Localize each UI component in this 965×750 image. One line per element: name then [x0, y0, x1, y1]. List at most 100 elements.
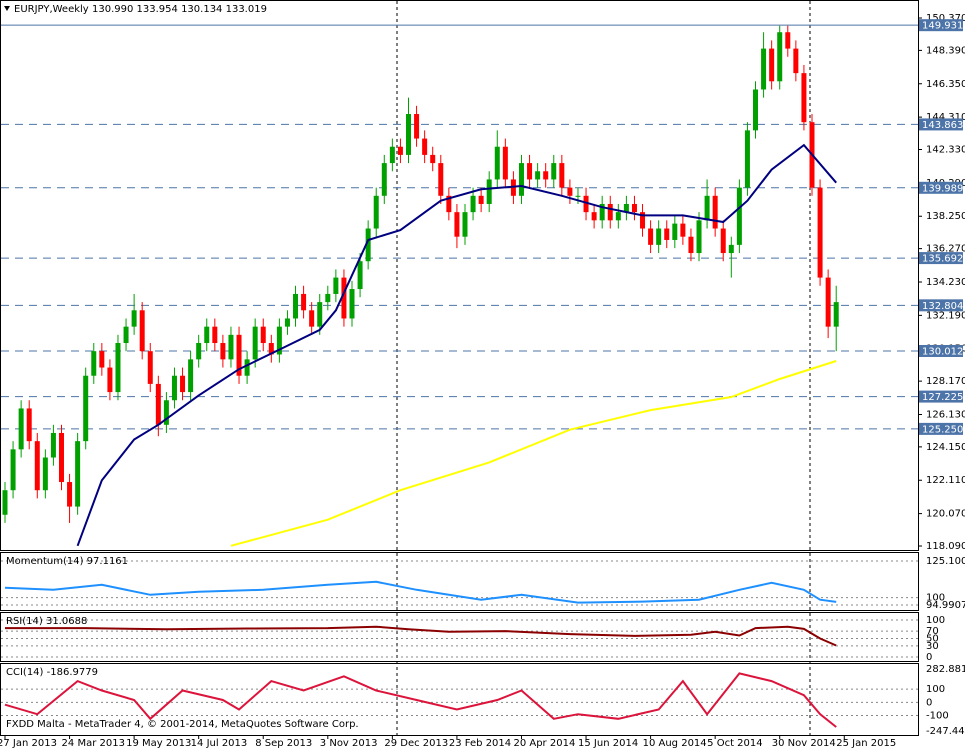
candle-body: [793, 48, 799, 74]
candle-body: [664, 228, 670, 240]
candle-body: [276, 326, 282, 355]
candle-body: [446, 195, 452, 213]
candle-body: [462, 212, 468, 237]
candle-body: [599, 203, 605, 221]
candle-body: [357, 261, 363, 290]
candle-body: [406, 114, 411, 155]
candle-body: [91, 351, 97, 376]
candle-body: [325, 293, 331, 303]
y-tick-label: 136.270: [926, 244, 965, 255]
candle-body: [825, 277, 831, 327]
level-label-box: [919, 422, 963, 435]
candle-body: [381, 163, 387, 196]
candle-body: [672, 223, 678, 240]
candle-body: [470, 195, 476, 213]
level-label: 130.012: [922, 346, 963, 357]
level-label-box: [919, 252, 963, 265]
candle-body: [123, 326, 129, 344]
candle-body: [139, 310, 145, 352]
candle-body: [389, 146, 395, 164]
candle-body: [83, 375, 89, 442]
candle-body: [75, 441, 81, 507]
level-label: 132.804: [922, 301, 963, 312]
candle-body: [486, 179, 492, 204]
x-tick-label: 3 Nov 2013: [320, 738, 378, 749]
indicator-line: [5, 625, 837, 647]
candle-body: [284, 318, 290, 327]
y-tick-label: 134.230: [926, 277, 965, 288]
candle-body: [155, 383, 161, 425]
candle-body: [188, 359, 194, 393]
candle-body: [212, 326, 218, 344]
cci-panel: [0, 663, 919, 736]
y-tick-label: 70: [926, 626, 939, 637]
candle-body: [801, 73, 807, 123]
candle-body: [252, 326, 258, 360]
level-label: 139.989: [922, 183, 963, 194]
candle-body: [99, 351, 105, 368]
candle-body: [769, 48, 775, 82]
candle-body: [397, 146, 403, 155]
indicator-line: [4, 580, 837, 604]
candle-body: [2, 490, 8, 515]
y-tick-label: 138.250: [926, 211, 965, 222]
level-label: 125.250: [922, 424, 963, 435]
y-tick-label: 282.8817: [926, 664, 965, 675]
candle-body: [833, 302, 839, 327]
plot-layer: 150.370148.390146.350144.310142.330140.2…: [0, 13, 965, 749]
candle-body: [785, 32, 791, 49]
x-tick-label: 27 Jan 2013: [0, 738, 57, 749]
candle-body: [18, 408, 24, 450]
candle-body: [712, 195, 718, 229]
x-tick-label: 19 May 2013: [126, 738, 191, 749]
candle-body: [817, 187, 823, 278]
candle-body: [567, 187, 573, 196]
candle-body: [494, 146, 500, 180]
candle-body: [551, 163, 557, 180]
x-tick-label: 23 Feb 2014: [449, 738, 511, 749]
candle-body: [180, 375, 186, 393]
candle-body: [543, 171, 549, 180]
candle-body: [744, 130, 750, 188]
candle-body: [67, 482, 73, 507]
candle-body: [317, 302, 323, 327]
x-tick-label: 8 Sep 2013: [255, 738, 312, 749]
candle-body: [704, 195, 710, 221]
candle-body: [50, 432, 56, 458]
moving-average: [230, 360, 837, 547]
y-tick-label: 148.390: [926, 45, 965, 56]
candle-body: [648, 228, 654, 245]
y-tick-label: 120.070: [926, 509, 965, 520]
candle-body: [422, 138, 428, 155]
candle-body: [777, 32, 783, 82]
candle-body: [753, 89, 759, 131]
rsi-panel: [0, 612, 919, 662]
level-label: 143.863: [922, 120, 963, 131]
y-tick-label: 0: [926, 697, 932, 708]
candle-body: [10, 449, 16, 491]
candle-body: [656, 228, 662, 245]
candle-body: [131, 310, 137, 327]
y-tick-label: 122.110: [926, 475, 965, 486]
candle-body: [171, 375, 177, 401]
y-tick-label: 100: [926, 615, 945, 626]
indicator-line: [4, 672, 837, 728]
candle-body: [527, 163, 533, 180]
candle-body: [720, 228, 726, 254]
candle-body: [591, 212, 597, 221]
x-tick-label: 30 Nov 2014: [772, 738, 836, 749]
candle-body: [696, 220, 702, 254]
y-tick-label: 132.190: [926, 310, 965, 321]
momentum-panel: [0, 552, 919, 611]
quote: 130.990 133.954 130.134 133.019: [92, 4, 267, 15]
y-tick-label: 146.350: [926, 79, 965, 90]
x-tick-label: 5 Oct 2014: [707, 738, 762, 749]
candle-body: [761, 48, 767, 90]
candle-body: [438, 163, 444, 196]
candle-body: [559, 163, 565, 188]
candle-body: [478, 195, 484, 204]
y-tick-label: 50: [926, 634, 939, 645]
candle-body: [430, 154, 436, 164]
candle-body: [454, 212, 460, 237]
